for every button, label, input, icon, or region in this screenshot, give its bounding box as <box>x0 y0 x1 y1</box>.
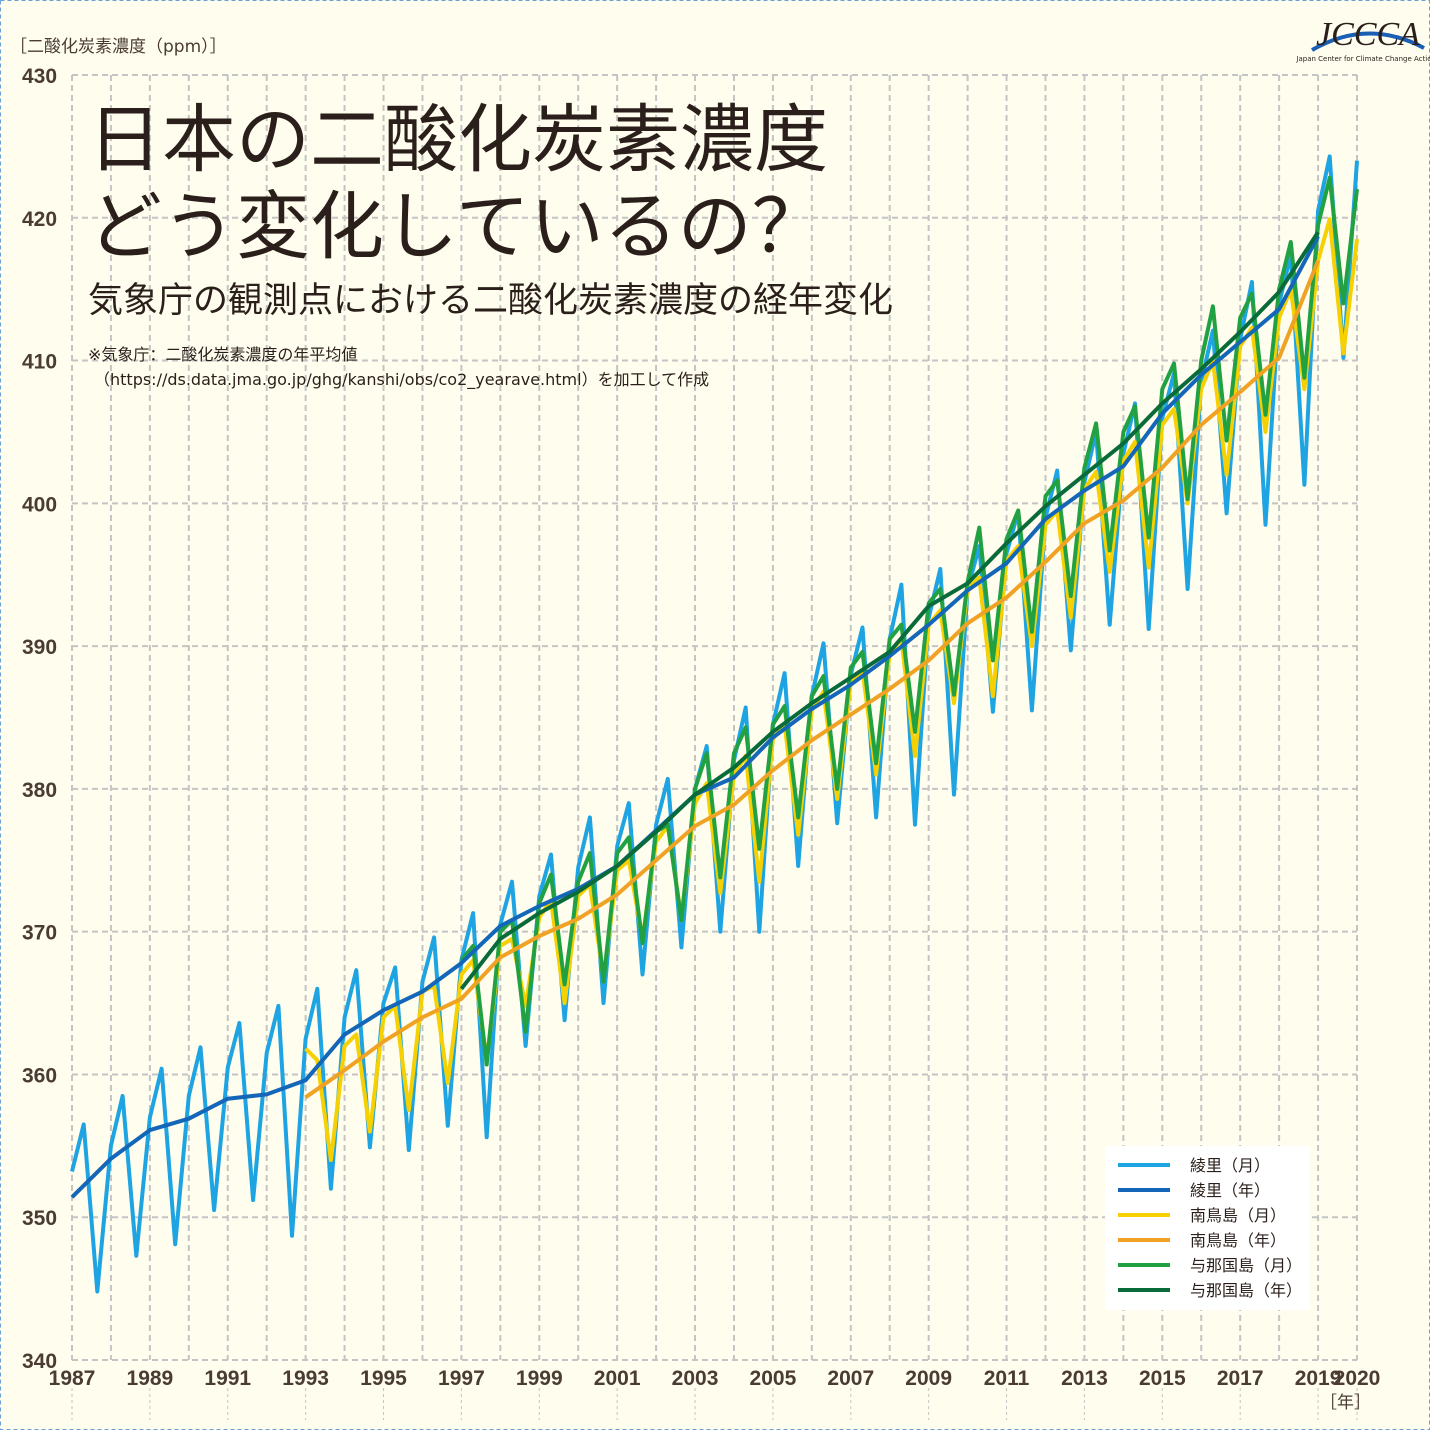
legend-label: 綾里（月） <box>1190 1156 1270 1175</box>
x-tick-label: 2013 <box>1061 1367 1108 1390</box>
x-axis-label: ［年］ <box>1320 1393 1371 1413</box>
x-tick-label: 2009 <box>905 1367 952 1390</box>
y-tick-label: 370 <box>22 922 57 945</box>
x-tick-label: 2017 <box>1217 1367 1264 1390</box>
subtitle: 気象庁の観測点における二酸化炭素濃度の経年変化 <box>88 281 893 321</box>
legend-label: 与那国島（年） <box>1190 1281 1302 1300</box>
title-line: どう変化しているの？ <box>88 184 826 270</box>
legend-label: 綾里（年） <box>1190 1181 1270 1200</box>
x-tick-label: 1999 <box>516 1367 563 1390</box>
y-tick-label: 430 <box>22 65 57 88</box>
x-tick-label: 1987 <box>49 1367 96 1390</box>
legend: 綾里（月） 綾里（年） 南鳥島（月） 南鳥島（年） 与那国島（月） 与那国島（年） <box>1118 1156 1302 1300</box>
x-tick-label: 2005 <box>750 1367 797 1390</box>
x-tick-label: 2020 <box>1334 1367 1381 1390</box>
y-tick-label: 390 <box>22 636 57 659</box>
title-line: 日本の二酸化炭素濃度 <box>88 97 828 183</box>
y-tick-label: 340 <box>22 1350 57 1373</box>
logo-sub: Japan Center for Climate Change Actions <box>1295 55 1430 63</box>
legend-label: 南鳥島（月） <box>1190 1206 1286 1225</box>
x-tick-label: 2001 <box>594 1367 641 1390</box>
y-tick-label: 380 <box>22 779 57 802</box>
series-line <box>459 175 1359 1067</box>
legend-label: 南鳥島（年） <box>1190 1231 1286 1250</box>
note: （https://ds.data.jma.go.jp/ghg/kanshi/ob… <box>94 370 709 390</box>
logo-arc <box>1311 31 1425 52</box>
lines <box>70 154 1359 1294</box>
x-tick-label: 1991 <box>204 1367 251 1390</box>
x-tick-label: 2003 <box>672 1367 719 1390</box>
x-tick-label: 2015 <box>1139 1367 1186 1390</box>
legend-label: 与那国島（月） <box>1190 1256 1302 1275</box>
logo: JCCCA <box>1316 16 1420 53</box>
y-tick-label: 410 <box>22 351 57 374</box>
series-line <box>304 259 1320 1099</box>
x-tick-label: 2019 <box>1295 1367 1342 1390</box>
x-tick-label: 1989 <box>127 1367 174 1390</box>
x-tick-label: 1997 <box>438 1367 485 1390</box>
y-tick-label: 360 <box>22 1064 57 1087</box>
x-tick-label: 1993 <box>282 1367 329 1390</box>
note: ※気象庁：二酸化炭素濃度の年平均値 <box>88 345 357 364</box>
x-tick-label: 1995 <box>360 1367 407 1390</box>
y-tick-label: 400 <box>22 493 57 516</box>
y-axis-label: ［二酸化炭素濃度（ppm）］ <box>10 37 227 57</box>
legend-box <box>1105 1146 1310 1310</box>
series-line <box>459 231 1320 991</box>
x-tick-label: 2011 <box>984 1367 1030 1390</box>
y-tick-label: 420 <box>22 208 57 231</box>
y-tick-label: 350 <box>22 1207 57 1230</box>
x-tick-label: 2007 <box>827 1367 874 1390</box>
